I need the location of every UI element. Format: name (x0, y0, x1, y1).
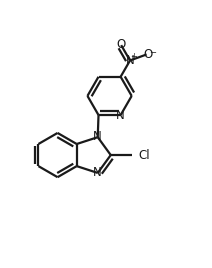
Text: N: N (93, 166, 102, 180)
Text: +: + (130, 52, 137, 61)
Text: N: N (93, 130, 102, 143)
Text: O: O (117, 38, 126, 51)
Text: Cl: Cl (138, 148, 150, 162)
Text: O: O (143, 48, 152, 61)
Text: N: N (126, 54, 134, 66)
Text: −: − (149, 48, 156, 57)
Text: N: N (116, 109, 125, 122)
